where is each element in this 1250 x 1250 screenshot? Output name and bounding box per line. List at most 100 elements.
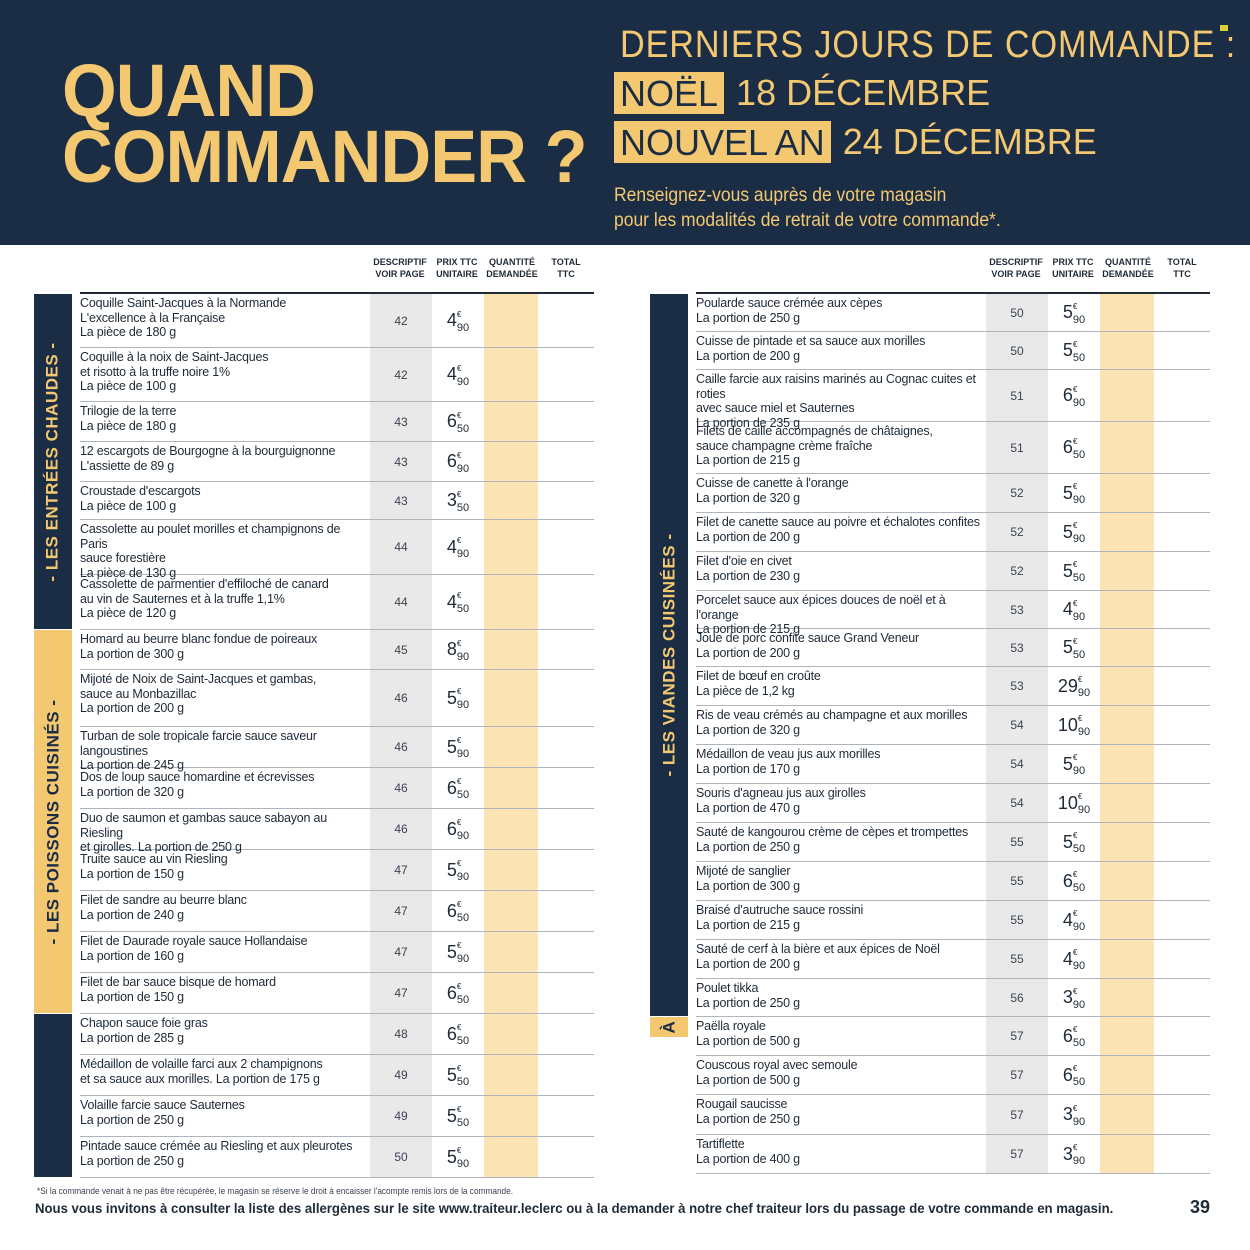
quantity-field[interactable] xyxy=(1100,784,1154,822)
page-ref: 54 xyxy=(986,706,1048,744)
quantity-field[interactable] xyxy=(1100,513,1154,551)
total-field[interactable] xyxy=(1154,784,1210,822)
total-field[interactable] xyxy=(538,442,594,481)
total-field[interactable] xyxy=(1154,823,1210,861)
quantity-field[interactable] xyxy=(1100,552,1154,590)
quantity-field[interactable] xyxy=(484,575,538,629)
total-field[interactable] xyxy=(538,1014,594,1054)
price-cents: 90 xyxy=(456,650,470,663)
quantity-field[interactable] xyxy=(1100,591,1154,628)
total-field[interactable] xyxy=(1154,552,1210,590)
total-field[interactable] xyxy=(538,520,594,574)
total-field[interactable] xyxy=(1154,706,1210,744)
quantity-field[interactable] xyxy=(484,348,538,401)
quantity-field[interactable] xyxy=(484,670,538,726)
total-field[interactable] xyxy=(538,1055,594,1095)
quantity-field[interactable] xyxy=(1100,862,1154,900)
dish-description: Croustade d'escargots La pièce de 100 g xyxy=(80,484,201,513)
total-field[interactable] xyxy=(538,768,594,808)
total-field[interactable] xyxy=(1154,513,1210,551)
quantity-field[interactable] xyxy=(1100,422,1154,473)
quantity-field[interactable] xyxy=(1100,667,1154,705)
quantity-field[interactable] xyxy=(1100,1095,1154,1134)
quantity-field[interactable] xyxy=(484,727,538,767)
quantity-field[interactable] xyxy=(484,630,538,669)
quantity-field[interactable] xyxy=(484,932,538,972)
noel-deadline: NOËL 18 DÉCEMBRE xyxy=(614,71,990,115)
quantity-field[interactable] xyxy=(1100,823,1154,861)
quantity-field[interactable] xyxy=(484,520,538,574)
price-euros: 6 xyxy=(1062,870,1073,891)
quantity-field[interactable] xyxy=(1100,1056,1154,1094)
total-field[interactable] xyxy=(1154,1135,1210,1173)
total-field[interactable] xyxy=(538,932,594,972)
total-field[interactable] xyxy=(538,1137,594,1177)
quantity-field[interactable] xyxy=(484,402,538,441)
total-field[interactable] xyxy=(1154,1095,1210,1134)
quantity-field[interactable] xyxy=(1100,745,1154,783)
quantity-field[interactable] xyxy=(1100,370,1154,421)
quantity-field[interactable] xyxy=(484,891,538,931)
total-field[interactable] xyxy=(1154,629,1210,666)
total-field[interactable] xyxy=(1154,1056,1210,1094)
total-field[interactable] xyxy=(1154,667,1210,705)
quantity-field[interactable] xyxy=(1100,940,1154,978)
unit-price: 6 €90 xyxy=(432,442,484,481)
quantity-field[interactable] xyxy=(1100,474,1154,512)
quantity-field[interactable] xyxy=(1100,332,1154,369)
quantity-field[interactable] xyxy=(484,442,538,481)
unit-price: 6 €50 xyxy=(432,1014,484,1054)
price-cents: 90 xyxy=(1072,960,1086,972)
quantity-field[interactable] xyxy=(484,1096,538,1136)
total-field[interactable] xyxy=(1154,862,1210,900)
price-cents: 90 xyxy=(1072,494,1086,506)
euro-sign: € xyxy=(456,591,462,600)
total-field[interactable] xyxy=(538,630,594,669)
total-field[interactable] xyxy=(538,973,594,1013)
total-field[interactable] xyxy=(538,727,594,767)
quantity-field[interactable] xyxy=(1100,629,1154,666)
quantity-field[interactable] xyxy=(1100,979,1154,1016)
total-field[interactable] xyxy=(538,670,594,726)
quantity-field[interactable] xyxy=(484,809,538,849)
total-field[interactable] xyxy=(538,1096,594,1136)
quantity-field[interactable] xyxy=(1100,901,1154,939)
total-field[interactable] xyxy=(538,891,594,931)
total-field[interactable] xyxy=(1154,474,1210,512)
quantity-field[interactable] xyxy=(484,768,538,808)
page-ref: 51 xyxy=(986,422,1048,473)
total-field[interactable] xyxy=(1154,422,1210,473)
total-field[interactable] xyxy=(1154,745,1210,783)
total-field[interactable] xyxy=(1154,294,1210,331)
total-field[interactable] xyxy=(1154,1017,1210,1055)
quantity-field[interactable] xyxy=(484,1137,538,1177)
dish-description: Filet de bœuf en croûte La pièce de 1,2 … xyxy=(696,669,821,698)
quantity-field[interactable] xyxy=(484,973,538,1013)
total-field[interactable] xyxy=(1154,332,1210,369)
quantity-field[interactable] xyxy=(484,1055,538,1095)
unit-price: 4 €90 xyxy=(432,294,484,347)
price-euros: 5 xyxy=(446,1064,457,1085)
total-field[interactable] xyxy=(538,348,594,401)
quantity-field[interactable] xyxy=(1100,706,1154,744)
total-field[interactable] xyxy=(1154,370,1210,421)
quantity-field[interactable] xyxy=(1100,1135,1154,1173)
price-euros: 5 xyxy=(446,687,457,708)
quantity-field[interactable] xyxy=(484,1014,538,1054)
quantity-field[interactable] xyxy=(484,482,538,519)
quantity-field[interactable] xyxy=(1100,294,1154,331)
total-field[interactable] xyxy=(1154,940,1210,978)
total-field[interactable] xyxy=(538,294,594,347)
quantity-field[interactable] xyxy=(484,294,538,347)
total-field[interactable] xyxy=(538,402,594,441)
total-field[interactable] xyxy=(1154,979,1210,1016)
total-field[interactable] xyxy=(538,809,594,849)
total-field[interactable] xyxy=(538,482,594,519)
total-field[interactable] xyxy=(1154,591,1210,628)
total-field[interactable] xyxy=(1154,901,1210,939)
quantity-field[interactable] xyxy=(484,850,538,890)
quantity-field[interactable] xyxy=(1100,1017,1154,1055)
total-field[interactable] xyxy=(538,850,594,890)
total-field[interactable] xyxy=(538,575,594,629)
page-ref: 46 xyxy=(370,727,432,767)
